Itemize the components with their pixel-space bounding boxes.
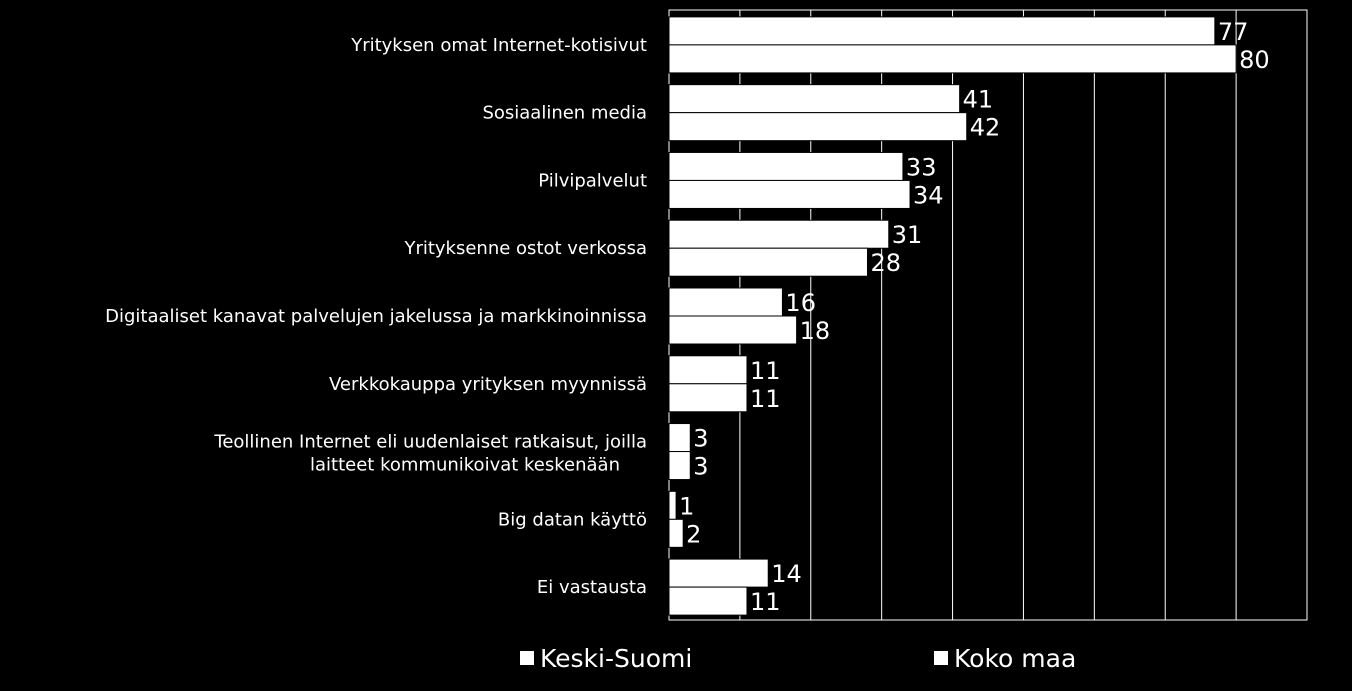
value-label-keski-suomi-7: 1 — [679, 492, 694, 520]
category-label-7: Big datan käyttö — [498, 509, 647, 530]
bar-keski-suomi-8 — [668, 558, 769, 588]
legend-swatch-koko-maa — [934, 651, 948, 665]
bar-koko-maa-1 — [668, 112, 968, 142]
value-label-keski-suomi-1: 41 — [963, 86, 994, 114]
value-label-koko-maa-1: 42 — [970, 114, 1001, 142]
legend-label-koko-maa: Koko maa — [954, 643, 1077, 673]
value-label-keski-suomi-0: 77 — [1218, 18, 1249, 46]
category-label-0: Yrityksen omat Internet-kotisivut — [350, 35, 647, 56]
bar-koko-maa-0 — [668, 44, 1237, 74]
bar-keski-suomi-7 — [668, 490, 677, 520]
bar-keski-suomi-0 — [668, 16, 1216, 46]
bar-keski-suomi-4 — [668, 287, 783, 317]
bar-keski-suomi-3 — [668, 219, 890, 249]
bar-koko-maa-4 — [668, 315, 798, 345]
value-label-keski-suomi-3: 31 — [892, 221, 923, 249]
value-label-koko-maa-4: 18 — [800, 317, 831, 345]
category-labels: Yrityksen omat Internet-kotisivut Sosiaal… — [105, 35, 647, 598]
value-label-keski-suomi-6: 3 — [693, 425, 708, 453]
bar-keski-suomi-6 — [668, 423, 691, 453]
value-label-keski-suomi-8: 14 — [771, 560, 802, 588]
category-label-6: Teollinen Internet eli uudenlaiset ratka… — [213, 432, 647, 476]
legend-item-keski-suomi: Keski-Suomi — [520, 638, 692, 678]
bars — [668, 16, 1237, 616]
bar-koko-maa-3 — [668, 247, 868, 277]
category-label-2: Pilvipalvelut — [538, 170, 647, 191]
legend-label-keski-suomi: Keski-Suomi — [540, 643, 693, 673]
bar-koko-maa-8 — [668, 586, 748, 616]
category-label-4: Digitaaliset kanavat palvelujen jakeluss… — [105, 306, 647, 327]
bar-koko-maa-6 — [668, 451, 691, 481]
bar-koko-maa-7 — [668, 518, 684, 548]
legend-item-koko-maa: Koko maa — [934, 638, 1076, 678]
value-label-koko-maa-3: 28 — [870, 249, 901, 277]
legend: Keski-Suomi Koko maa — [0, 638, 1352, 678]
value-label-koko-maa-6: 3 — [693, 453, 708, 481]
value-label-koko-maa-7: 2 — [686, 520, 701, 548]
category-label-1: Sosiaalinen media — [482, 103, 647, 124]
value-label-koko-maa-2: 34 — [913, 181, 944, 209]
bar-keski-suomi-2 — [668, 151, 904, 181]
value-label-koko-maa-8: 11 — [750, 588, 781, 616]
bar-koko-maa-2 — [668, 179, 911, 209]
bar-koko-maa-5 — [668, 383, 748, 413]
category-label-3: Yrityksenne ostot verkossa — [403, 238, 647, 259]
value-label-keski-suomi-2: 33 — [906, 153, 937, 181]
category-label-8: Ei vastausta — [537, 577, 647, 598]
legend-swatch-keski-suomi — [520, 651, 534, 665]
value-label-keski-suomi-4: 16 — [785, 289, 816, 317]
value-label-koko-maa-0: 80 — [1239, 46, 1270, 74]
bar-keski-suomi-1 — [668, 84, 961, 114]
value-label-keski-suomi-5: 11 — [750, 357, 781, 385]
value-label-koko-maa-5: 11 — [750, 385, 781, 413]
category-label-5: Verkkokauppa yrityksen myynnissä — [329, 374, 647, 395]
bar-keski-suomi-5 — [668, 355, 748, 385]
